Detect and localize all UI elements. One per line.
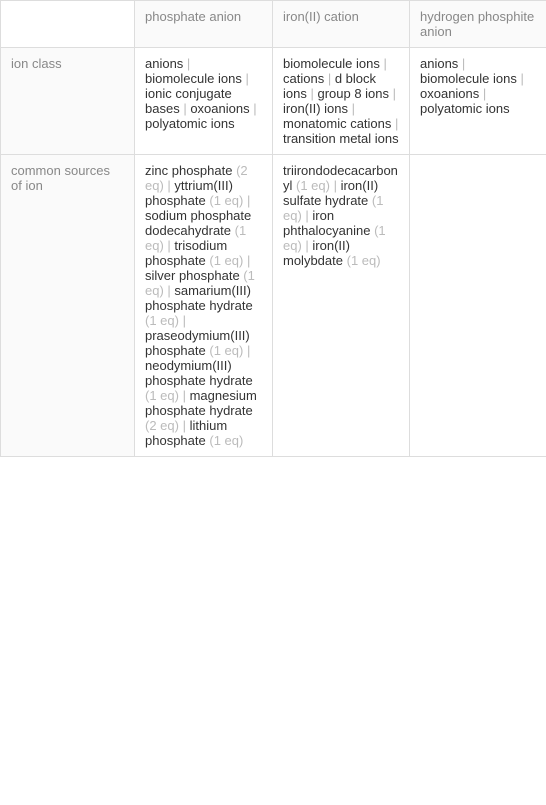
separator: | — [348, 101, 355, 116]
row-header: common sources of ion — [1, 155, 135, 457]
cell-item: biomolecule ions — [283, 56, 380, 71]
table-body: ion classanions | biomolecule ions | ion… — [1, 48, 546, 457]
separator: | — [164, 283, 175, 298]
cell-item: oxoanions — [420, 86, 479, 101]
comparison-table: phosphate anion iron(II) cation hydrogen… — [0, 0, 546, 457]
eq-label: (1 eq) — [209, 343, 243, 358]
separator: | — [179, 418, 190, 433]
separator: | — [164, 178, 175, 193]
separator: | — [389, 86, 396, 101]
eq-label: (1 eq) — [347, 253, 381, 268]
separator: | — [330, 178, 341, 193]
separator: | — [324, 71, 335, 86]
separator: | — [243, 343, 250, 358]
separator: | — [458, 56, 465, 71]
table-row: ion classanions | biomolecule ions | ion… — [1, 48, 546, 155]
separator: | — [517, 71, 524, 86]
eq-label: (1 eq) — [209, 193, 243, 208]
eq-label: (1 eq) — [145, 313, 179, 328]
cell-item: polyatomic ions — [145, 116, 235, 131]
separator: | — [380, 56, 387, 71]
separator: | — [307, 86, 318, 101]
cell-item: biomolecule ions — [420, 71, 517, 86]
eq-label: (1 eq) — [145, 388, 179, 403]
corner-cell — [1, 1, 135, 48]
cell-item: neodymium(III) phosphate hydrate — [145, 358, 253, 388]
separator: | — [243, 253, 250, 268]
separator: | — [250, 101, 257, 116]
separator: | — [242, 71, 249, 86]
eq-label: (1 eq) — [209, 433, 243, 448]
cell-item: silver phosphate — [145, 268, 240, 283]
separator: | — [302, 238, 313, 253]
separator: | — [180, 101, 191, 116]
cell-item: cations — [283, 71, 324, 86]
eq-label: (1 eq) — [296, 178, 330, 193]
cell-item: transition metal ions — [283, 131, 399, 146]
table-header-row: phosphate anion iron(II) cation hydrogen… — [1, 1, 546, 48]
separator: | — [302, 208, 313, 223]
column-header: iron(II) cation — [273, 1, 410, 48]
column-header: phosphate anion — [135, 1, 273, 48]
table-cell: anions | biomolecule ions | oxoanions | … — [410, 48, 546, 155]
cell-item: anions — [420, 56, 458, 71]
separator: | — [179, 388, 190, 403]
cell-item: anions — [145, 56, 183, 71]
cell-item: polyatomic ions — [420, 101, 510, 116]
separator: | — [164, 238, 175, 253]
separator: | — [391, 116, 398, 131]
table-cell — [410, 155, 546, 457]
eq-label: (1 eq) — [209, 253, 243, 268]
cell-item: monatomic cations — [283, 116, 391, 131]
table-cell: anions | biomolecule ions | ionic conjug… — [135, 48, 273, 155]
row-header: ion class — [1, 48, 135, 155]
cell-item: oxoanions — [190, 101, 249, 116]
separator: | — [479, 86, 486, 101]
table-cell: biomolecule ions | cations | d block ion… — [273, 48, 410, 155]
cell-item: group 8 ions — [317, 86, 389, 101]
table-cell: zinc phosphate (2 eq) | yttrium(III) pho… — [135, 155, 273, 457]
cell-item: biomolecule ions — [145, 71, 242, 86]
table-row: common sources of ionzinc phosphate (2 e… — [1, 155, 546, 457]
eq-label: (2 eq) — [145, 418, 179, 433]
separator: | — [179, 313, 186, 328]
table-cell: triirondodecacarbonyl (1 eq) | iron(II) … — [273, 155, 410, 457]
cell-item: zinc phosphate — [145, 163, 232, 178]
separator: | — [183, 56, 190, 71]
cell-item: iron(II) ions — [283, 101, 348, 116]
column-header: hydrogen phosphite anion — [410, 1, 546, 48]
separator: | — [243, 193, 250, 208]
